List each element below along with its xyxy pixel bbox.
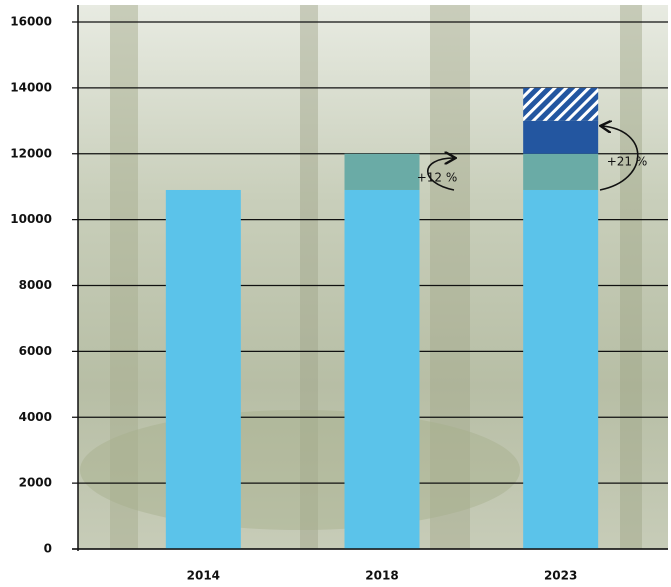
x-tick-label: 2018 [365, 569, 398, 583]
bar-segment [344, 189, 420, 549]
bar-segment [523, 120, 599, 154]
y-tick-label: 6000 [19, 344, 52, 358]
y-tick-label: 2000 [19, 476, 52, 490]
x-tick-label: 2023 [544, 569, 577, 583]
bar-segment [165, 189, 241, 549]
bar-segment [344, 153, 420, 190]
bar-segment [523, 153, 599, 190]
bar-segment [523, 189, 599, 549]
y-tick-label: 16000 [10, 15, 52, 29]
arrow [426, 158, 454, 191]
y-tick-label: 14000 [10, 80, 52, 94]
y-tick-label: 12000 [10, 146, 52, 160]
y-tick-label: 0 [44, 542, 52, 556]
annotation: +21 % [607, 155, 648, 169]
y-tick-label: 8000 [19, 278, 52, 292]
bar-segment [523, 87, 599, 121]
arrow [600, 126, 639, 191]
annotation: +12 % [417, 171, 458, 185]
x-tick-label: 2014 [187, 569, 220, 583]
y-tick-label: 4000 [19, 410, 52, 424]
y-tick-label: 10000 [10, 212, 52, 226]
